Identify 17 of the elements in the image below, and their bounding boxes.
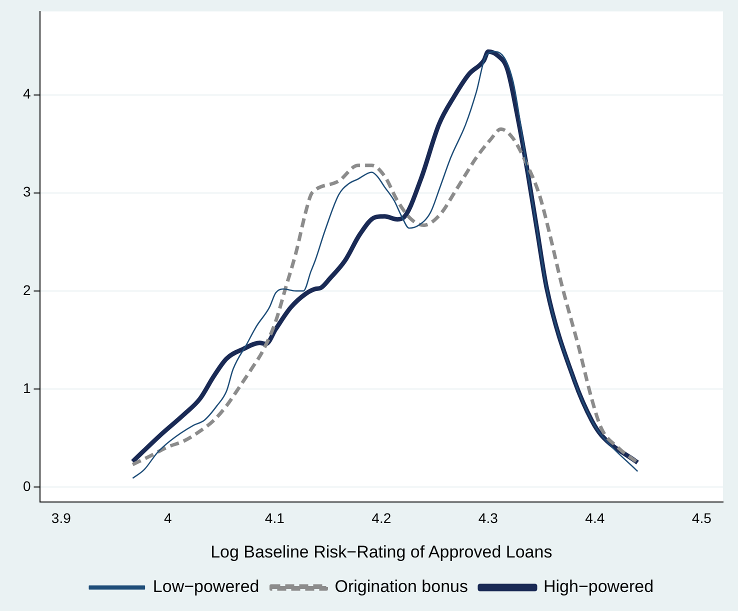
y-tick-label: 2 — [22, 282, 31, 298]
x-tick-label: 4.5 — [692, 510, 712, 526]
y-tick-label: 3 — [22, 184, 31, 200]
x-tick-label: 4 — [164, 510, 172, 526]
legend-label: Origination bonus — [334, 577, 468, 596]
x-tick-label: 4.3 — [478, 510, 498, 526]
y-tick-label: 0 — [22, 478, 31, 494]
legend-label: Low−powered — [152, 577, 260, 596]
y-tick-label: 1 — [22, 380, 31, 396]
legend-label: High−powered — [543, 577, 654, 596]
x-tick-label: 4.2 — [372, 510, 392, 526]
line-series — [130, 127, 640, 466]
x-axis-title: Log Baseline Risk−Rating of Approved Loans — [210, 542, 552, 562]
x-tick-label: 4.1 — [264, 510, 285, 526]
x-tick-label: 4.4 — [585, 510, 605, 526]
y-tick-label: 4 — [22, 86, 31, 102]
x-tick-label: 3.9 — [51, 510, 72, 526]
